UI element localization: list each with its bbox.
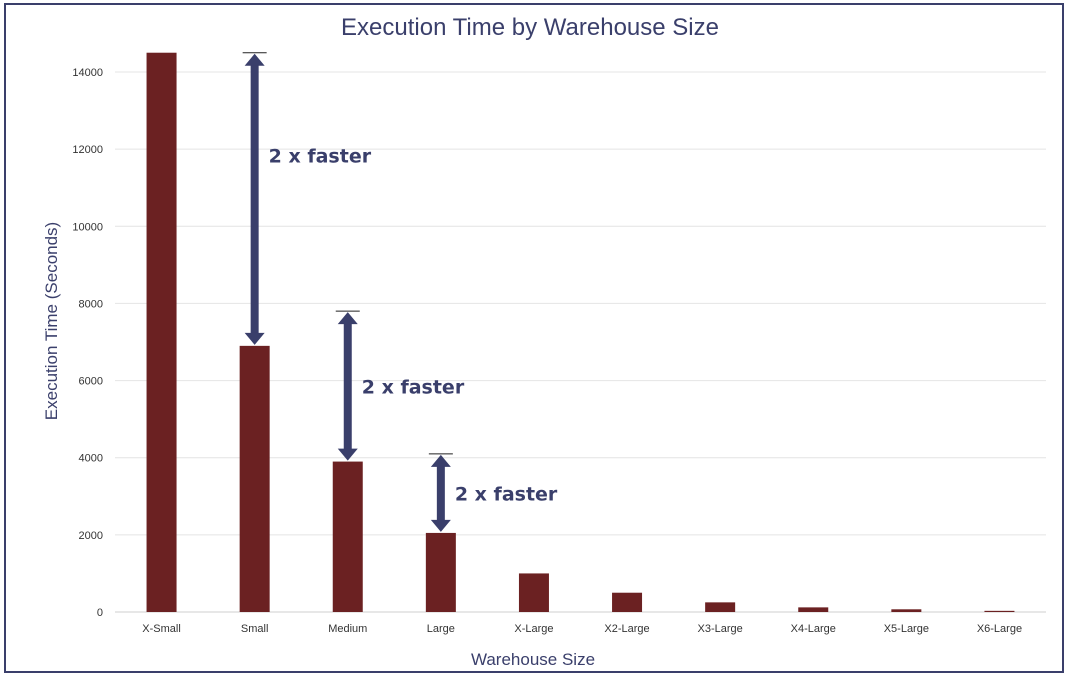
x-tick-label: X4-Large: [791, 623, 836, 635]
speedup-annotation: 2 x faster: [335, 310, 465, 461]
bar: [425, 532, 456, 612]
speedup-annotation: 2 x faster: [428, 453, 558, 532]
x-tick-label: X-Large: [514, 623, 553, 635]
bar: [612, 592, 643, 612]
bar: [239, 345, 270, 612]
bar: [891, 609, 922, 612]
annotation-arrowhead-down: [337, 448, 358, 461]
y-tick-label: 6000: [79, 376, 103, 388]
chart-title: Execution Time by Warehouse Size: [341, 14, 719, 41]
bar: [984, 610, 1015, 612]
y-tick-label: 14000: [72, 67, 103, 79]
x-tick-label: Large: [427, 623, 455, 635]
annotation-arrowhead-down: [244, 332, 265, 345]
annotation-arrowhead-up: [430, 454, 451, 467]
annotation-arrowhead-up: [337, 312, 358, 325]
annotation-arrowhead-up: [244, 53, 265, 66]
x-tick-label: X5-Large: [884, 623, 929, 635]
x-tick-label: X6-Large: [977, 623, 1022, 635]
y-tick-label: 8000: [79, 298, 103, 310]
bar: [798, 607, 829, 612]
y-tick-label: 10000: [72, 221, 103, 233]
chart-frame: [4, 3, 1064, 673]
bar: [705, 602, 736, 612]
y-axis-label: Execution Time (Seconds): [42, 222, 61, 420]
y-tick-label: 0: [97, 607, 103, 619]
annotation-label: 2 x faster: [455, 483, 558, 505]
bar: [146, 52, 177, 612]
annotation-arrowhead-down: [430, 519, 451, 532]
x-axis-label: Warehouse Size: [471, 650, 595, 669]
bar: [332, 461, 363, 612]
annotation-label: 2 x faster: [269, 145, 372, 167]
x-tick-label: Small: [241, 623, 269, 635]
x-tick-label: Medium: [328, 623, 367, 635]
x-tick-label: X-Small: [142, 623, 181, 635]
y-tick-label: 2000: [79, 530, 103, 542]
speedup-annotation: 2 x faster: [242, 52, 372, 345]
x-tick-label: X2-Large: [604, 623, 649, 635]
annotation-label: 2 x faster: [362, 376, 465, 398]
x-tick-label: X3-Large: [698, 623, 743, 635]
bar: [518, 573, 549, 612]
y-tick-label: 4000: [79, 453, 103, 465]
y-tick-label: 12000: [72, 144, 103, 156]
